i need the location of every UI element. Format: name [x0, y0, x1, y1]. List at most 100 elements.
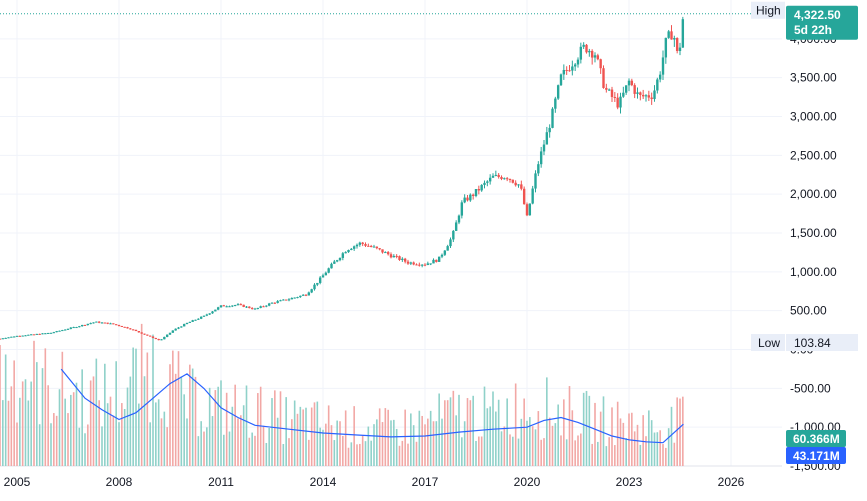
volume-bar [356, 444, 358, 466]
volume-bar [67, 413, 69, 466]
volume-bar [486, 408, 489, 466]
volume-moving-average [60, 368, 684, 444]
volume-bar [514, 383, 517, 466]
volume-bar [174, 373, 177, 466]
volume-bar [361, 435, 364, 466]
volume-bar [95, 358, 98, 466]
volume-bar [540, 439, 542, 466]
volume-bar [574, 440, 576, 466]
volume-bar [316, 401, 319, 466]
candle-body [619, 96, 622, 108]
candle-body [202, 315, 206, 317]
volume-bar [121, 403, 123, 466]
volume-bar [582, 392, 585, 466]
candle-body [568, 70, 571, 72]
volume-bar [89, 380, 92, 466]
volume-bar [149, 422, 151, 466]
volume-bar [580, 433, 582, 466]
volume-bar [441, 418, 443, 466]
candle-body [661, 57, 665, 75]
volume-bar [461, 437, 463, 466]
candle-body [367, 245, 370, 247]
volume-bar [220, 380, 222, 466]
candle-body [630, 80, 634, 86]
candle-body [208, 313, 211, 315]
volume-bar [673, 442, 676, 466]
volume-bar [248, 437, 251, 466]
candle-body [539, 151, 543, 165]
candle-body [259, 306, 262, 308]
candle-body [296, 297, 299, 299]
candle-body [137, 331, 141, 333]
candle-body [35, 333, 39, 335]
candle-body [605, 87, 608, 90]
candle-body [639, 92, 642, 95]
candle-body [165, 334, 169, 337]
candle-body [46, 332, 50, 334]
candle-body [559, 74, 563, 86]
ma-value: 43.171M [793, 449, 840, 463]
candle-body [304, 294, 308, 296]
candle-body [435, 259, 438, 262]
candle-body [675, 37, 679, 51]
volume-bar [234, 384, 236, 466]
high-label: High [756, 4, 781, 18]
candle-body [579, 46, 583, 60]
candle-body [38, 333, 41, 335]
year-tick-label: 2020 [514, 475, 541, 489]
candle-body [491, 175, 495, 178]
candle-body [457, 215, 461, 223]
volume-bar [563, 399, 565, 466]
volume-bar [21, 381, 24, 466]
volume-bar [38, 424, 41, 466]
candle-body [299, 295, 302, 298]
volume-bar [509, 434, 511, 466]
volume-bar [191, 368, 194, 466]
candle-body [503, 178, 506, 180]
volume-bar [197, 436, 200, 466]
year-tick-label: 2011 [208, 475, 234, 489]
volume-bar [265, 442, 268, 466]
volume-bar [160, 418, 163, 466]
volume-bar [61, 351, 64, 466]
price-tick-label: 3,000.00 [790, 110, 837, 124]
candle-body [401, 258, 404, 260]
volume-bar [310, 407, 313, 466]
candle-body [582, 44, 585, 47]
candle-body [69, 327, 73, 329]
candle-body [316, 282, 319, 285]
candle-body [100, 322, 104, 324]
volume-bar [70, 394, 72, 466]
volume-bar [543, 438, 545, 466]
volume-bar [455, 415, 457, 466]
volume-bar [656, 432, 659, 466]
volume-bar [84, 433, 86, 466]
volume-bar [418, 410, 421, 466]
volume-bar [104, 363, 106, 466]
volume-bar [565, 439, 568, 466]
candle-body [454, 222, 458, 231]
candle-body [423, 264, 427, 266]
candle-body [565, 69, 568, 71]
volume-bar [30, 381, 32, 466]
volume-bar [616, 401, 619, 466]
volume-bar [667, 428, 670, 466]
volume-bar [271, 398, 273, 466]
volume-bar [650, 420, 653, 466]
year-tick-label: 2026 [718, 475, 745, 489]
candle-body [350, 248, 353, 250]
price-tick-label: 3,500.00 [790, 71, 837, 85]
candle-body [307, 292, 311, 296]
volume-bar [189, 364, 191, 466]
volume-bar [478, 436, 480, 466]
candle-body [120, 325, 124, 327]
volume-bar [568, 386, 571, 466]
candle-body [219, 305, 223, 308]
candle-body [347, 249, 350, 253]
volume-bar [619, 418, 622, 466]
candle-body [109, 323, 112, 325]
volume-bar [129, 376, 132, 466]
year-tick-label: 2017 [412, 475, 439, 489]
candle-body [443, 250, 447, 255]
